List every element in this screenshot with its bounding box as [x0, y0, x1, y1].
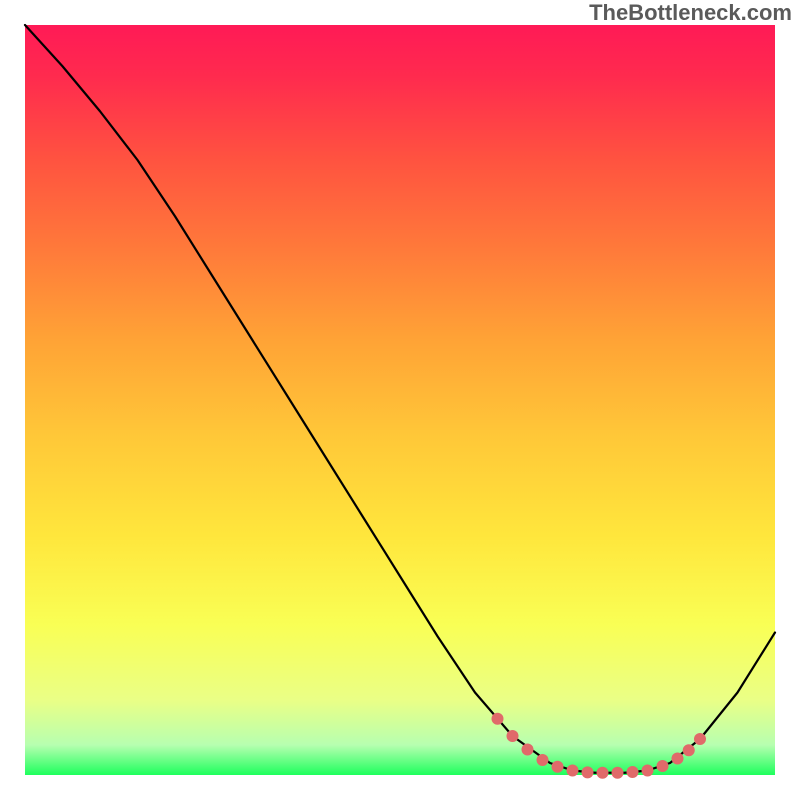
bottleneck-chart	[0, 0, 800, 800]
marker-dot	[567, 765, 579, 777]
marker-dot	[507, 730, 519, 742]
marker-dot	[657, 760, 669, 772]
marker-dot	[672, 753, 684, 765]
marker-dot	[492, 713, 504, 725]
marker-dot	[642, 765, 654, 777]
marker-dot	[537, 754, 549, 766]
marker-dot	[597, 767, 609, 779]
marker-dot	[683, 744, 695, 756]
marker-dot	[612, 767, 624, 779]
marker-dot	[627, 766, 639, 778]
chart-stage: TheBottleneck.com	[0, 0, 800, 800]
marker-dot	[582, 766, 594, 778]
chart-background	[25, 25, 775, 775]
marker-dot	[552, 761, 564, 773]
marker-dot	[522, 744, 534, 756]
watermark-text: TheBottleneck.com	[589, 0, 792, 26]
marker-dot	[694, 733, 706, 745]
